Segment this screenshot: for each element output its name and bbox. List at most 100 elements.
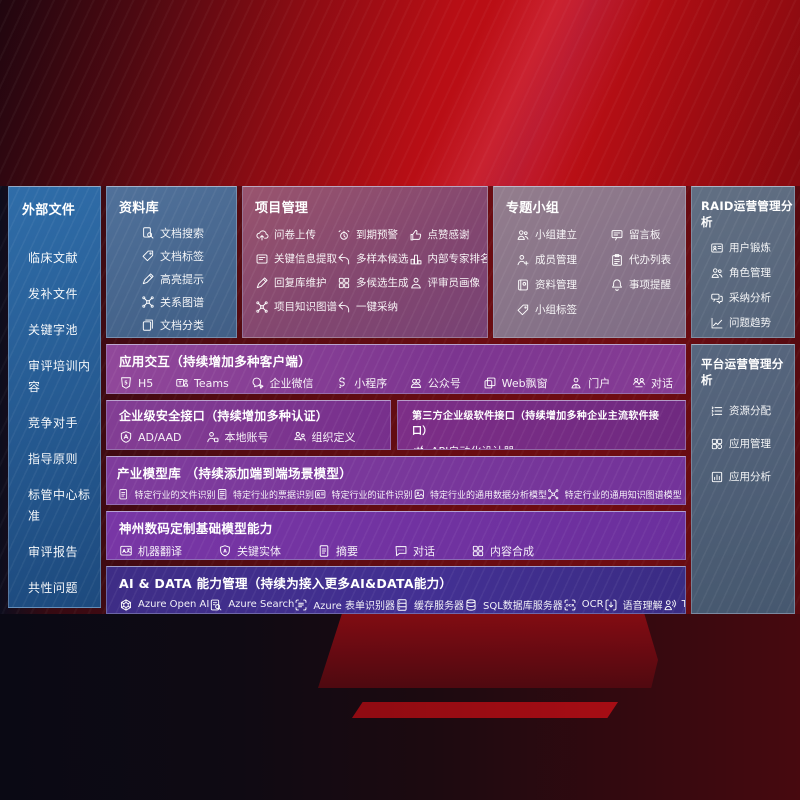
external-files-list: 临床文献 发补文件 关键字池 审评培训内容 竞争对手 指导原则 标管中心标准 审评报告 共性问题: [22, 218, 100, 599]
svg-text:5: 5: [124, 381, 128, 387]
list-icon: [710, 404, 724, 418]
diagram-item-label: 关键信息提取: [274, 253, 337, 265]
diagram-item-label: 组织定义: [311, 431, 356, 444]
repository-panel: 资料库 文档搜索 文档标签 高亮提示 关系图谱 文档分类: [106, 186, 237, 338]
diagram-item-label: 一键采纳: [356, 301, 398, 313]
diagram-item-label: OCR: [581, 599, 604, 610]
diagram-item: 应用管理: [710, 436, 794, 451]
diagram-item-label: Web飘窗: [501, 377, 548, 390]
diagram-item-label: 用户锻炼: [729, 242, 771, 254]
people-icon: [516, 228, 530, 242]
grid-icon: [710, 437, 724, 451]
tag-icon: [516, 303, 530, 317]
chart-doc-icon: [710, 470, 724, 484]
translate-icon: [119, 544, 133, 558]
diagram-item: 门户: [569, 375, 610, 391]
project-management-panel: 项目管理 问卷上传 到期预警 点赞感谢 关键信息提取 多样本候选 内部专家排名 回复库维护 多…: [242, 186, 488, 338]
speech-icon: [604, 598, 618, 612]
portal-icon: [569, 376, 583, 390]
diagram-item-label: 事项提醒: [629, 279, 671, 291]
raid-analysis-panel: RAID运营管理分析 用户锻炼 角色管理 采纳分析 问题趋势: [691, 186, 795, 338]
api-gear-icon: [412, 444, 426, 449]
topic-groups-items: 小组建立 留言板 成员管理 代办列表 资料管理 事项提醒 小组标签: [506, 216, 685, 317]
diagram-item-label: API自动化设计器: [431, 443, 514, 449]
diagram-item: 点赞感谢: [409, 227, 488, 242]
diagram-item-label: 门户: [588, 377, 611, 390]
svg-text:A: A: [223, 548, 227, 554]
diagram-item: 回复库维护: [255, 275, 337, 290]
industry-items: 特定行业的文件识别 特定行业的票据识别 特定行业的证件识别 特定行业的通用数据分析模型…: [117, 482, 682, 501]
diagram-item: AD/AAD: [119, 430, 182, 444]
diagram-item: Azure Open AI: [119, 598, 209, 612]
ad-shield-icon: [119, 430, 133, 444]
diagram-item-label: 小组标签: [535, 304, 577, 316]
graph-icon: [141, 295, 155, 309]
diagram-item: 多样本候选: [337, 251, 409, 266]
base-models-items: 机器翻译 A 关键实体 摘要 对话 内容合成: [119, 537, 673, 559]
diagram-item-label: 文档搜索: [160, 227, 204, 240]
pen-icon: [255, 276, 269, 290]
diagram-item: 小组标签: [516, 302, 577, 317]
diagram-item-label: 小程序: [354, 377, 388, 390]
diagram-item-label: 回复库维护: [274, 277, 327, 289]
doc-lines-icon: [216, 488, 229, 501]
diagram-item: 机器翻译: [119, 543, 182, 559]
panel-title: 产业模型库 （持续添加端到端场景模型）: [117, 466, 353, 481]
graph-icon: [547, 488, 560, 501]
diagram-item: 高亮提示: [141, 271, 236, 287]
diagram-item: 文档分类: [141, 317, 236, 333]
pen-icon: [141, 272, 155, 286]
diagram-item: 特定行业的通用数据分析模型: [413, 488, 547, 501]
database-icon: [464, 598, 478, 612]
diagram-item: 特定行业的文件识别: [117, 488, 216, 501]
diagram-item: 代办列表: [610, 252, 671, 267]
sidebar-item: 关键字池: [28, 323, 79, 337]
diagram-item: 小组建立: [516, 227, 577, 242]
diagram-item-label: H5: [138, 376, 154, 390]
diagram-item: TTS: [663, 598, 685, 612]
image-icon: [413, 488, 426, 501]
search-doc-icon: [209, 598, 223, 612]
diagram-item: 项目知识图谱: [255, 299, 337, 314]
diagram-item: 评审员画像: [409, 275, 488, 290]
diagram-item-label: 特定行业的证件识别: [331, 491, 413, 501]
sidebar-item: 标管中心标准: [28, 488, 91, 523]
diagram-item-label: 资源分配: [729, 405, 771, 417]
diagram-item: 本地账号: [206, 429, 269, 445]
diagram-item-label: 缓存服务器: [414, 601, 464, 612]
doc-icon: [317, 544, 331, 558]
panel-title: 应用交互（持续增加多种客户端）: [119, 354, 312, 369]
clipboard-icon: [610, 253, 624, 267]
diagram-item: 小程序: [335, 375, 387, 391]
tag-icon: [141, 249, 155, 263]
monitor-stand-bar: [352, 702, 618, 718]
reply-arrow-icon: [337, 252, 351, 266]
diagram-item: 一键采纳: [337, 299, 409, 314]
external-files-panel: 外部文件 临床文献 发补文件 关键字池 审评培训内容 竞争对手 指导原则 标管中心标准 审评报…: [8, 186, 101, 608]
svg-text:OCR: OCR: [565, 602, 574, 607]
diagram-item: T Teams: [175, 376, 229, 390]
thirdparty-items: API自动化设计器: [412, 437, 671, 449]
diagram-item-label: 问题趋势: [729, 317, 771, 329]
diagram-item-label: 对话: [413, 545, 435, 558]
diagram-item-label: 对话: [651, 377, 673, 390]
security-interface-panel: 企业级安全接口（持续增加多种认证） AD/AAD 本地账号 组织定义: [106, 400, 391, 450]
diagram-item-label: 采纳分析: [729, 292, 771, 304]
diagram-item-label: 语音理解: [622, 601, 663, 612]
panel-title: RAID运营管理分析: [701, 199, 793, 229]
dialog-icon: [632, 376, 646, 390]
diagram-item-label: TTS: [682, 599, 685, 610]
platform-analysis-panel: 平台运营管理分析 资源分配 应用管理 应用分析: [691, 344, 795, 614]
diagram-item-label: 公众号: [427, 377, 461, 390]
diagram-item-label: 文档分类: [160, 319, 204, 332]
id-card-icon: [314, 488, 327, 501]
web-window-icon: [483, 376, 497, 390]
diagram-item: A 关键实体: [218, 543, 281, 559]
mini-program-icon: [335, 376, 349, 390]
entity-icon: A: [218, 544, 232, 558]
form-icon: [294, 598, 308, 612]
panel-title: 神州数码定制基础模型能力: [119, 521, 273, 536]
server-icon: [395, 598, 409, 612]
diagram-item: 公众号: [409, 375, 461, 391]
diagram-item-label: 成员管理: [535, 254, 577, 266]
